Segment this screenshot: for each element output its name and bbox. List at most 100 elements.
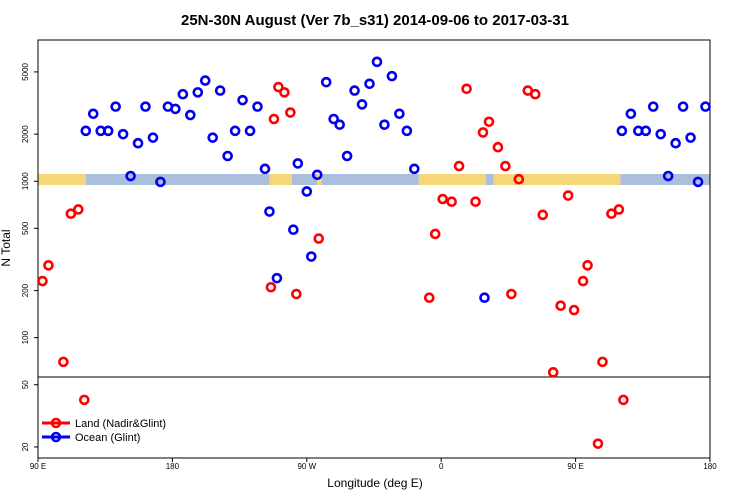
ocean-point: [132, 137, 144, 149]
land-point: [423, 292, 435, 304]
land-point: [582, 260, 593, 271]
x-tick-label: 90 W: [297, 462, 316, 471]
legend-label-ocean: Ocean (Glint): [75, 432, 140, 444]
land-point: [437, 193, 448, 205]
map-strip-segment-land: [38, 174, 86, 185]
y-tick-label: 20: [21, 442, 30, 451]
ocean-point: [305, 251, 317, 262]
y-tick-label: 50: [21, 380, 30, 389]
ocean-point: [328, 113, 339, 125]
land-point: [265, 281, 277, 293]
land-point: [43, 260, 54, 271]
ocean-point: [80, 125, 92, 137]
ocean-point: [192, 87, 204, 98]
land-point: [285, 107, 296, 118]
ocean-point: [229, 125, 241, 137]
ocean-point: [207, 132, 219, 143]
land-point: [506, 288, 517, 300]
ocean-point: [244, 125, 256, 137]
ocean-point: [252, 101, 263, 112]
ocean-point: [655, 128, 667, 140]
land-point: [529, 88, 541, 100]
ocean-point: [692, 176, 704, 188]
ocean-point: [311, 169, 323, 181]
land-point: [492, 141, 504, 153]
y-tick-label: 200: [21, 283, 30, 297]
ocean-point: [647, 101, 659, 112]
land-point: [291, 288, 302, 300]
ocean-point: [222, 150, 233, 162]
ocean-point: [237, 94, 248, 106]
ocean-point: [301, 186, 313, 197]
map-strip-segment-ocean: [486, 174, 494, 185]
ocean-point: [110, 101, 121, 112]
land-point: [513, 173, 525, 185]
x-tick-label: 90 E: [30, 462, 46, 471]
ocean-point: [685, 132, 696, 143]
ocean-point: [700, 101, 711, 112]
ocean-point: [117, 128, 129, 140]
ocean-point: [625, 108, 637, 120]
ocean-point: [292, 158, 304, 169]
land-point: [470, 196, 481, 207]
y-tick-label: 2000: [21, 125, 30, 143]
ocean-point: [125, 170, 136, 182]
legend-marker-land: [50, 417, 62, 429]
land-point: [446, 196, 457, 207]
y-tick-label: 5000: [21, 62, 30, 80]
x-axis-label: Longitude (deg E): [327, 476, 422, 490]
ocean-point: [259, 163, 271, 175]
land-point: [477, 127, 489, 138]
land-point: [429, 228, 441, 240]
legend-label-land: Land (Nadir&Glint): [75, 418, 166, 430]
ocean-point: [334, 119, 345, 130]
ocean-point: [379, 119, 390, 130]
land-point: [65, 208, 77, 220]
land-point: [606, 208, 617, 220]
ocean-point: [409, 163, 420, 175]
ocean-point: [147, 132, 159, 143]
land-point: [73, 204, 84, 215]
map-strip-segment-land: [269, 174, 292, 185]
ocean-point: [170, 103, 181, 115]
x-axis-ticks: 90 E 180 90 W 0 90 E 180: [30, 458, 717, 471]
ocean-point: [341, 150, 353, 162]
map-strip-segment-ocean: [321, 174, 419, 185]
land-point: [618, 394, 629, 406]
x-tick-label: 180: [166, 462, 180, 471]
ocean-point: [640, 125, 652, 137]
ocean-point: [102, 125, 114, 137]
land-point: [453, 160, 465, 172]
ocean-point: [87, 108, 99, 120]
legend-marker-ocean: [50, 431, 62, 443]
map-strip-segment-ocean: [85, 174, 270, 185]
land-point: [268, 113, 280, 125]
land-point: [613, 204, 625, 215]
y-axis-label: N Total: [0, 229, 13, 266]
ocean-point: [288, 224, 299, 235]
land-point: [78, 394, 90, 406]
ocean-point: [662, 170, 674, 182]
chart-title: 25N-30N August (Ver 7b_s31) 2014-09-06 t…: [181, 12, 569, 29]
ocean-point: [140, 101, 151, 112]
ocean-point: [670, 137, 681, 149]
land-point: [592, 438, 604, 449]
ocean-point: [371, 56, 383, 68]
land-point: [483, 116, 495, 128]
legend: Land (Nadir&Glint) Ocean (Glint): [42, 417, 166, 444]
data-points: [37, 56, 711, 449]
land-point: [37, 275, 48, 287]
ocean-point: [320, 76, 332, 88]
x-tick-label: 180: [703, 462, 717, 471]
y-tick-label: 1000: [21, 172, 30, 190]
ocean-point: [185, 109, 196, 121]
y-axis-ticks: 20 50 100 200 500 1000 2000 5000: [21, 62, 38, 451]
land-point: [537, 209, 549, 221]
land-point: [562, 190, 574, 201]
land-point: [568, 304, 580, 316]
ocean-point: [349, 85, 360, 96]
y-tick-label: 500: [21, 221, 30, 235]
land-point: [58, 356, 69, 368]
land-point: [461, 83, 472, 95]
